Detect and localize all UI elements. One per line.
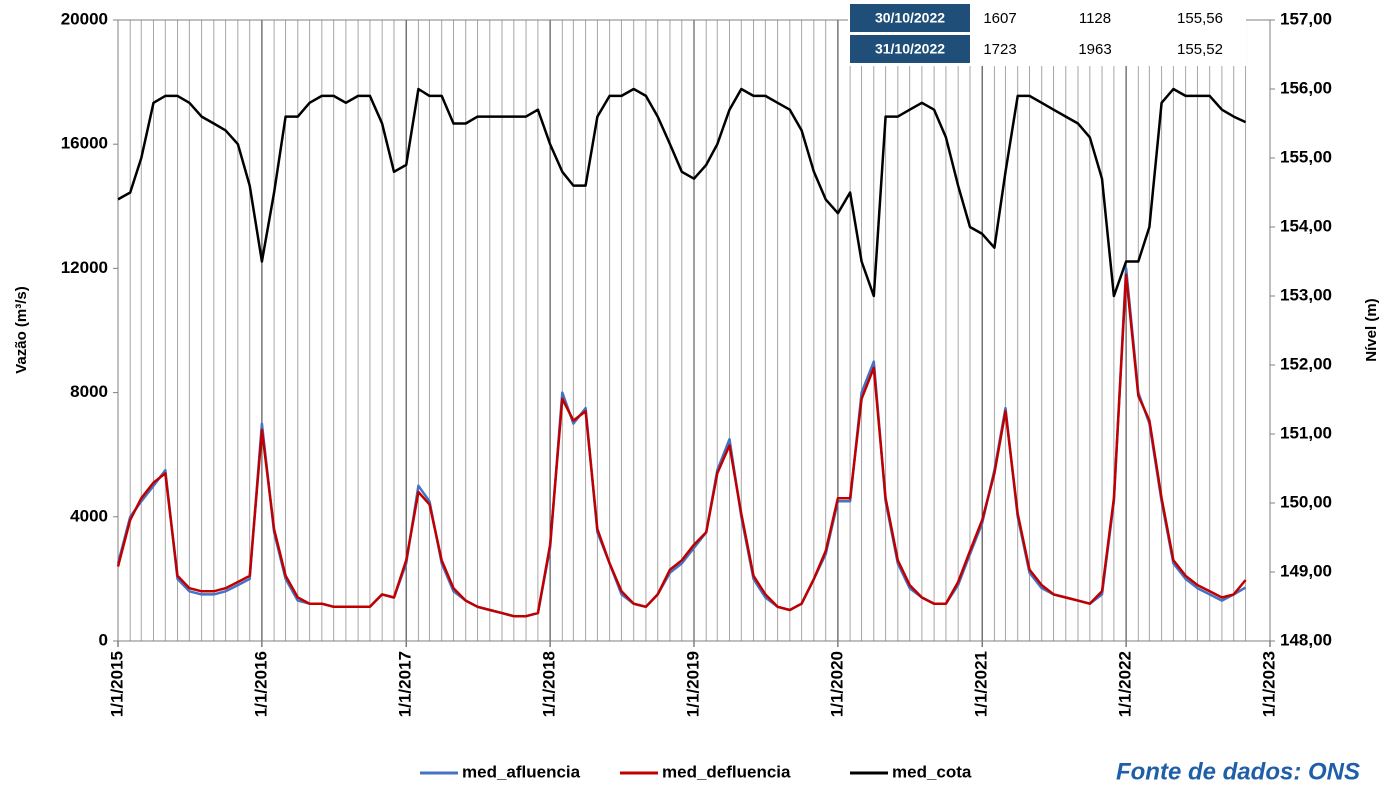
y-tick-label: 8000 [70, 382, 108, 401]
legend-label: med_cota [892, 762, 972, 781]
y2-tick-label: 153,00 [1280, 285, 1332, 304]
data-table: 30/10/2022 1607 1128 155,56 31/10/2022 1723 19… [848, 0, 1246, 66]
y2-tick-label: 152,00 [1280, 354, 1332, 373]
table-date-cell [850, 4, 970, 32]
y-tick-label: 20000 [61, 9, 108, 28]
table-date-cell [850, 35, 970, 63]
table-cell: 1723 [983, 41, 1016, 58]
x-tick-label: 1/1/2019 [683, 651, 702, 717]
y-tick-label: 12000 [61, 258, 108, 277]
y2-tick-label: 148,00 [1280, 630, 1332, 649]
table-cell: 155,56 [1177, 10, 1223, 27]
source-note: Fonte de dados: ONS [1116, 758, 1360, 785]
y2-tick-label: 157,00 [1280, 9, 1332, 28]
table-cell: 1963 [1078, 41, 1111, 58]
plot-frame [117, 19, 1271, 642]
y2-tick-label: 155,00 [1280, 147, 1332, 166]
y2-tick-label: 149,00 [1280, 561, 1332, 580]
y-axis-title: Vazão (m³/s) [13, 286, 30, 374]
table-cell: 31/10/2022 [875, 41, 945, 57]
x-tick-label: 1/1/2016 [251, 651, 270, 717]
table-cell: 1607 [983, 10, 1016, 27]
y2-tick-label: 156,00 [1280, 78, 1332, 97]
x-tick-label: 1/1/2022 [1116, 651, 1135, 717]
y-tick-label: 16000 [61, 134, 108, 153]
y2-axis-title: Nível (m) [1363, 298, 1380, 361]
x-tick-label: 1/1/2021 [972, 651, 991, 717]
y2-tick-label: 154,00 [1280, 216, 1332, 235]
legend-label: med_afluencia [462, 762, 581, 781]
x-tick-label: 1/1/2023 [1259, 651, 1278, 717]
x-tick-label: 1/1/2020 [827, 651, 846, 717]
x-tick-label: 1/1/2015 [107, 651, 126, 717]
y-tick-label: 0 [99, 630, 108, 649]
legend-label: med_defluencia [662, 762, 791, 781]
series-line [116, 273, 1247, 618]
y2-tick-label: 151,00 [1280, 423, 1332, 442]
x-tick-label: 1/1/2018 [540, 651, 559, 717]
grid [117, 20, 1247, 641]
table-cell: 1128 [1079, 10, 1111, 27]
table-cell: 155,52 [1177, 41, 1223, 58]
x-tick-label: 1/1/2017 [396, 651, 415, 717]
y-tick-label: 4000 [70, 506, 108, 525]
series-line [117, 87, 1247, 298]
table-cell: 30/10/2022 [875, 10, 945, 26]
y2-tick-label: 150,00 [1280, 492, 1332, 511]
